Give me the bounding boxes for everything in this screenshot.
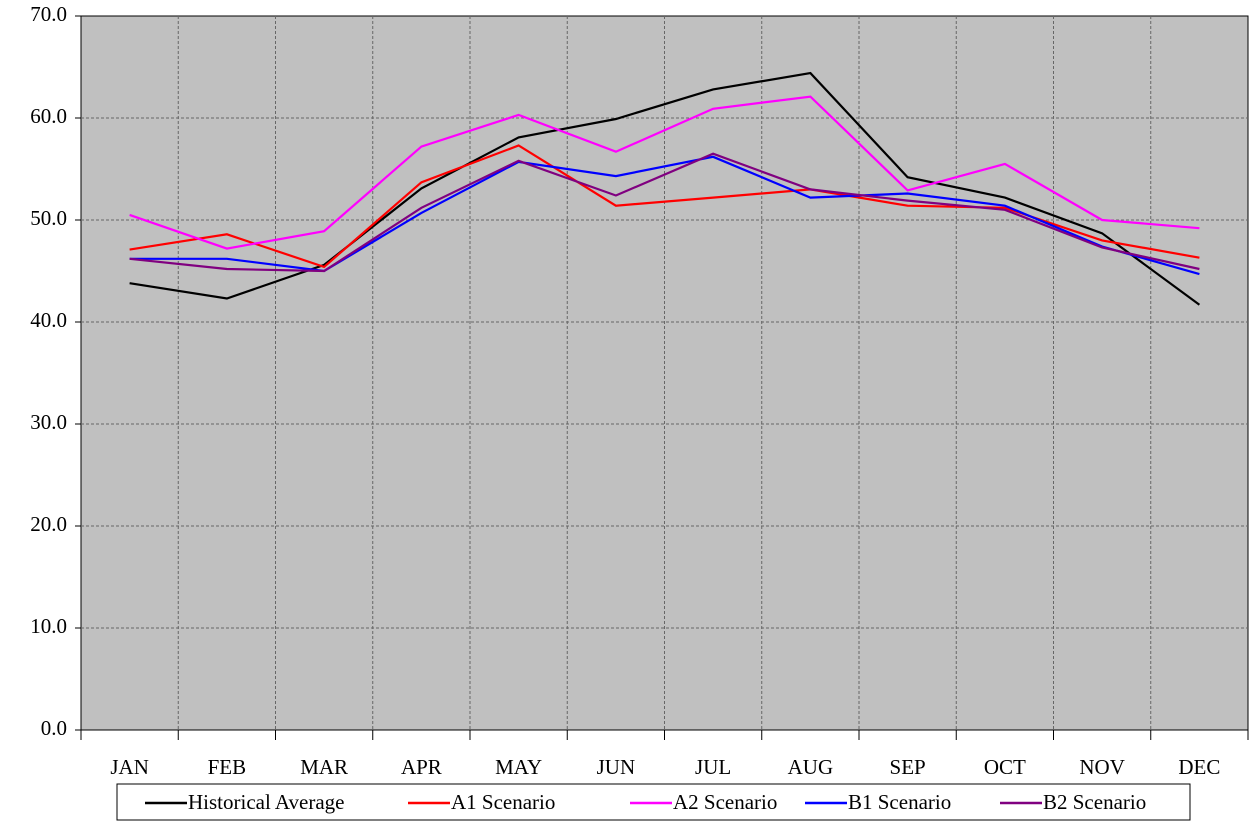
y-tick-label: 20.0 <box>30 512 67 536</box>
x-tick-label: OCT <box>984 755 1026 779</box>
x-tick-label: APR <box>401 755 442 779</box>
x-tick-label: FEB <box>208 755 247 779</box>
y-tick-label: 30.0 <box>30 410 67 434</box>
x-tick-label: NOV <box>1079 755 1125 779</box>
series-line <box>129 95 1200 250</box>
x-tick-label: JUL <box>695 755 731 779</box>
legend-label: B1 Scenario <box>848 790 951 814</box>
legend-label: A2 Scenario <box>673 790 777 814</box>
x-tick-label: AUG <box>788 755 834 779</box>
x-tick-label: DEC <box>1178 755 1220 779</box>
y-tick-label: 0.0 <box>41 716 67 740</box>
series-line <box>129 152 1200 273</box>
x-tick-label: JUN <box>597 755 636 779</box>
x-tick-label: MAY <box>495 755 542 779</box>
x-tick-label: MAR <box>300 755 348 779</box>
x-tick-label: SEP <box>890 755 926 779</box>
series-line <box>129 155 1200 276</box>
y-tick-label: 70.0 <box>30 2 67 26</box>
y-tick-label: 10.0 <box>30 614 67 638</box>
y-tick-label: 40.0 <box>30 308 67 332</box>
legend-label: A1 Scenario <box>451 790 555 814</box>
legend-label: Historical Average <box>188 790 344 814</box>
x-tick-label: JAN <box>110 755 149 779</box>
legend-label: B2 Scenario <box>1043 790 1146 814</box>
y-tick-label: 50.0 <box>30 206 67 230</box>
y-tick-label: 60.0 <box>30 104 67 128</box>
